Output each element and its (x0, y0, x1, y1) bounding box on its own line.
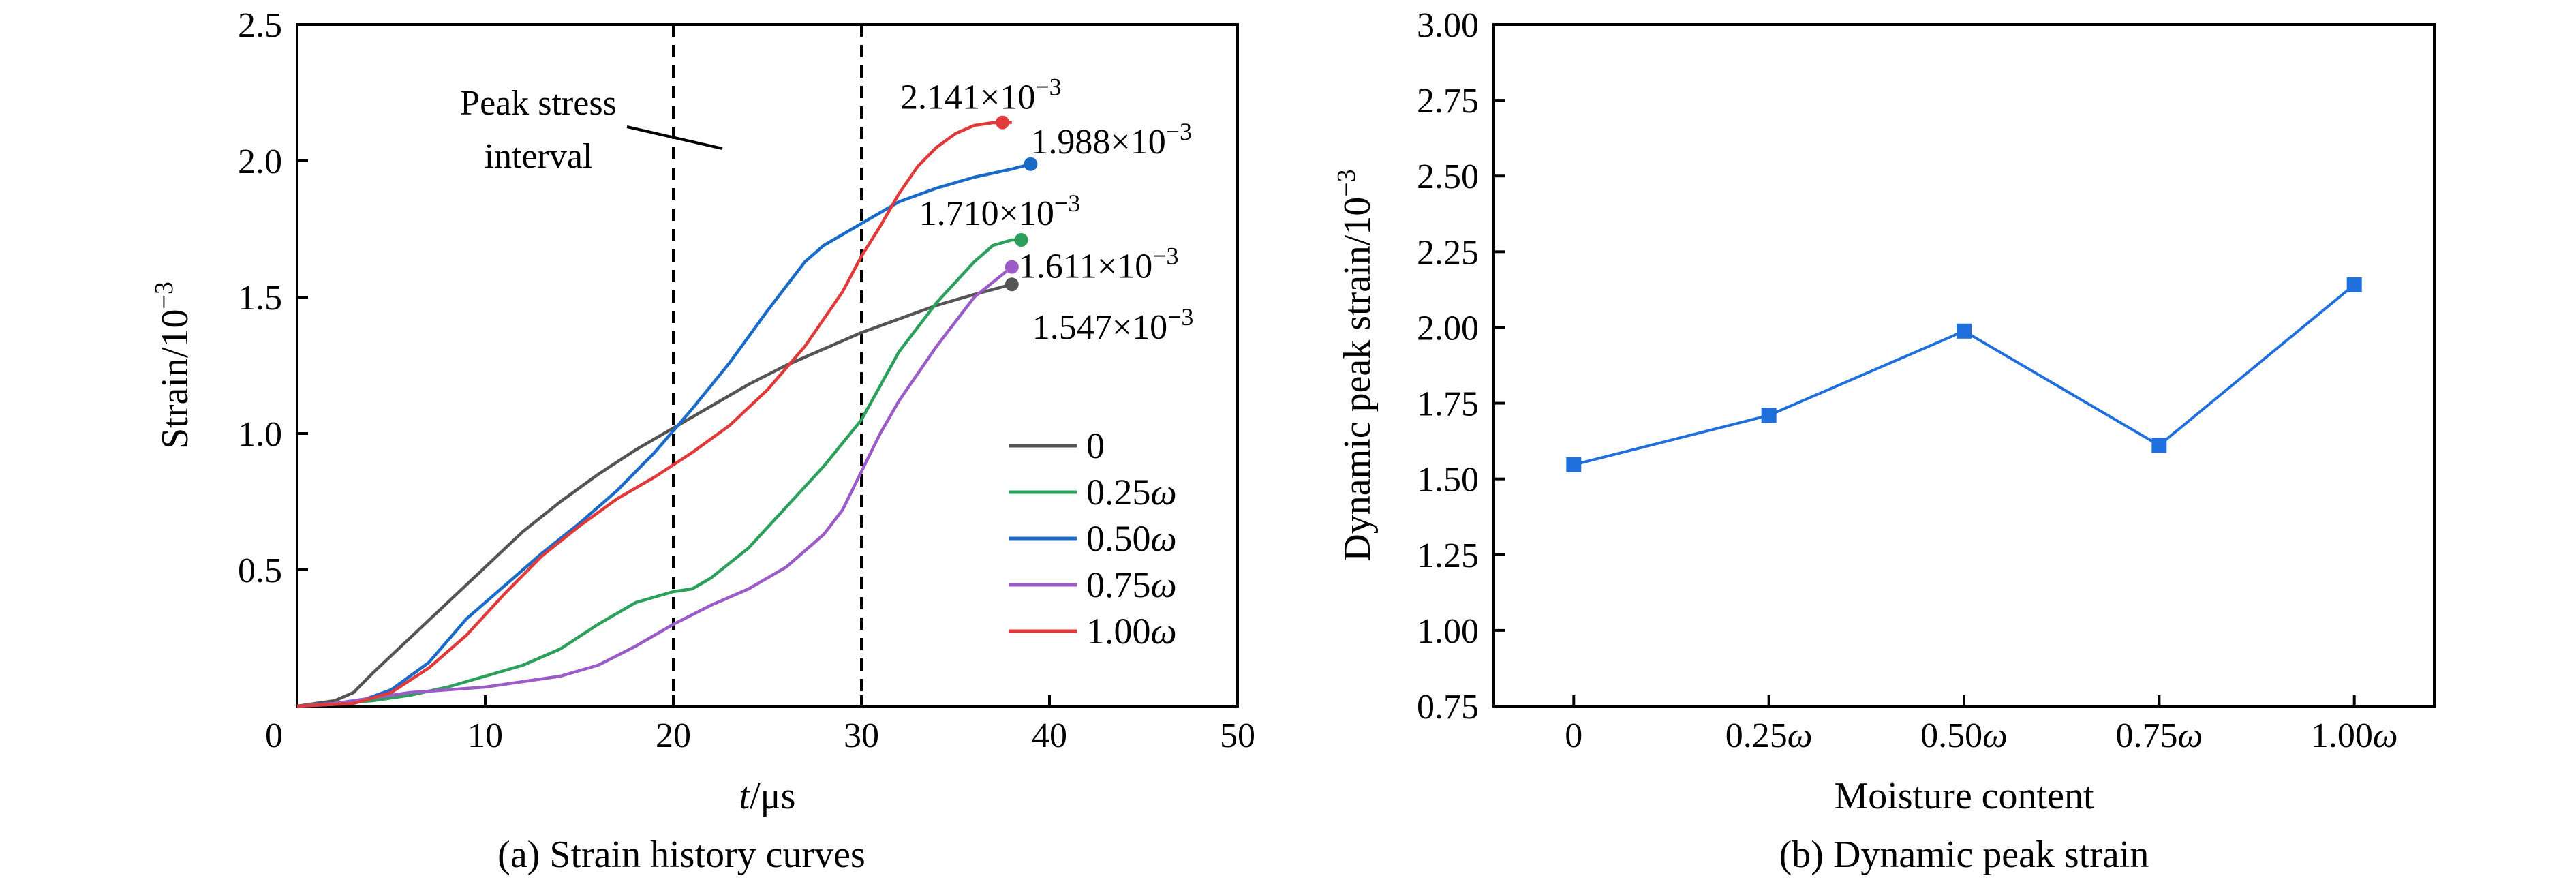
b-data-point (2151, 438, 2167, 453)
a-legend: 0 0.25ω 0.50ω 0.75ω 1.00ω (1009, 425, 1177, 652)
a-series-line (296, 121, 1012, 708)
a-legend-label: 1.00ω (1086, 611, 1177, 652)
a-y-axis-label: Strain/10−3 (150, 282, 196, 449)
a-series-line (296, 283, 1013, 708)
b-y-tick-label: 3.00 (1417, 6, 1479, 45)
b-y-tick-label: 0.75 (1417, 688, 1479, 727)
b-data-point (1566, 457, 1582, 472)
a-y-tick-label: 2.5 (238, 6, 282, 45)
a-y-tick-label: 0.5 (238, 551, 282, 590)
b-x-tick-label: 0 (1565, 716, 1582, 755)
a-peak-marker (996, 115, 1009, 130)
a-y-tick-label: 1.5 (238, 279, 282, 318)
b-y-tick-label: 1.50 (1417, 461, 1479, 500)
a-x-tick-label: 0 (265, 716, 283, 755)
b-data-point (1761, 408, 1777, 423)
b-x-tick-label: 0.25ω (1726, 716, 1813, 755)
b-y-tick-label: 1.75 (1417, 385, 1479, 424)
b-y-tick-label: 1.25 (1417, 536, 1479, 575)
a-peak-marker (1024, 157, 1038, 171)
b-ticks: 0.75 1.00 1.25 1.50 1.75 2.00 2.25 2.50 2.75 3.00… (1417, 6, 2398, 755)
b-y-tick-label: 2.25 (1417, 233, 1479, 272)
a-x-axis-label: t/μs (739, 775, 796, 817)
a-x-tick-label: 30 (844, 716, 879, 755)
b-x-tick-label: 0.50ω (1920, 716, 2008, 755)
a-series-line (296, 265, 1013, 708)
b-x-tick-label: 0.75ω (2115, 716, 2203, 755)
a-x-tick-label: 20 (656, 716, 691, 755)
b-y-tick-label: 1.00 (1417, 612, 1479, 651)
b-data-point (2346, 277, 2362, 292)
a-peak-label: 1.547×10−3 (1032, 303, 1194, 347)
a-x-tick-label: 10 (467, 716, 503, 755)
a-legend-label: 0 (1086, 425, 1105, 466)
b-y-tick-label: 2.50 (1417, 157, 1479, 196)
a-caption: (a) Strain history curves (497, 834, 865, 876)
b-caption: (b) Dynamic peak strain (1779, 834, 2149, 876)
a-series (296, 121, 1031, 708)
a-peak-marker (1014, 233, 1028, 247)
a-series-line (296, 162, 1031, 708)
a-legend-label: 0.75ω (1086, 564, 1177, 605)
strain-history-chart: 0 10 20 30 40 50 0.5 1.0 1.5 2.0 2.5 1.547×10−3 1.7… (150, 6, 1255, 876)
plot-frame-a (296, 23, 1239, 708)
a-x-tick-label: 40 (1032, 716, 1067, 755)
b-x-axis-label: Moisture content (1834, 775, 2094, 817)
a-peak-marker (1005, 277, 1019, 292)
interval-pointer (626, 125, 723, 150)
a-y-tick-label: 2.0 (238, 142, 282, 181)
plot-frame-b (1492, 23, 2436, 708)
a-legend-label: 0.50ω (1086, 518, 1177, 559)
b-series-line (1573, 284, 2355, 466)
dynamic-peak-strain-chart: 0.75 1.00 1.25 1.50 1.75 2.00 2.25 2.50 2.75 3.00… (1332, 6, 2436, 876)
a-x-tick-label: 50 (1220, 716, 1255, 755)
a-peak-label: 1.988×10−3 (1030, 118, 1192, 162)
a-peak-label: 2.141×10−3 (900, 74, 1062, 117)
b-y-tick-label: 2.75 (1417, 82, 1479, 121)
a-ticks: 0 10 20 30 40 50 0.5 1.0 1.5 2.0 2.5 (238, 6, 1255, 755)
a-peak-label: 1.710×10−3 (919, 189, 1081, 233)
a-peak-label: 1.611×10−3 (1019, 243, 1179, 286)
b-y-tick-label: 2.00 (1417, 309, 1479, 348)
interval-label-line2: interval (485, 137, 593, 176)
b-series (1566, 277, 2362, 472)
b-y-axis-label: Dynamic peak strain/10−3 (1332, 169, 1379, 561)
b-data-point (1957, 323, 1972, 339)
b-x-tick-label: 1.00ω (2311, 716, 2398, 755)
a-legend-label: 0.25ω (1086, 472, 1177, 513)
a-peak-marker (1005, 260, 1019, 274)
interval-label-line1: Peak stress (460, 84, 617, 123)
a-peak-labels: 1.547×10−3 1.710×10−3 1.988×10−3 1.611×10−3… (900, 74, 1193, 348)
a-y-tick-label: 1.0 (238, 415, 282, 454)
